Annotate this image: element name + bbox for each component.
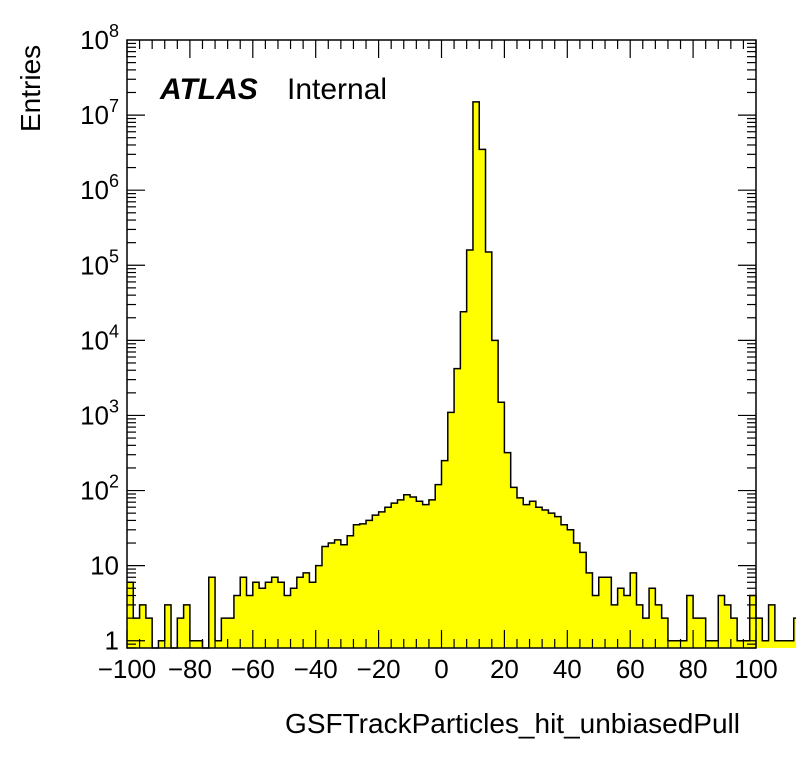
y-tick-label: 10 (90, 551, 119, 581)
y-tick-label: 107 (80, 96, 119, 130)
y-tick-label: 106 (80, 171, 119, 205)
x-tick-labels: −100 −80 −60 −40 −20 0 20 40 60 80 100 (98, 654, 778, 684)
x-tick-label: 0 (434, 654, 448, 684)
x-tick-label: −20 (357, 654, 401, 684)
x-tick-label: −60 (231, 654, 275, 684)
x-axis-title: GSFTrackParticles_hit_unbiasedPull (285, 708, 740, 739)
y-tick-label: 105 (80, 246, 119, 280)
histogram-fill (127, 101, 796, 648)
x-tick-label: −80 (168, 654, 212, 684)
x-tick-label: 100 (734, 654, 777, 684)
y-tick-labels: 1 10 102 103 104 105 106 107 108 (80, 21, 119, 656)
atlas-label: ATLAS (159, 73, 258, 106)
x-tick-label: 40 (553, 654, 582, 684)
x-tick-label: 20 (490, 654, 519, 684)
y-tick-label: 103 (80, 396, 119, 430)
histogram-outline (127, 101, 796, 649)
y-tick-label: 108 (80, 21, 119, 55)
internal-label: Internal (287, 73, 387, 106)
axis-ticks (126, 40, 757, 649)
y-axis-title: Entries (15, 45, 46, 132)
x-tick-label: −40 (294, 654, 338, 684)
y-tick-label: 104 (80, 321, 119, 355)
y-tick-label: 1 (105, 626, 119, 656)
x-tick-label: −100 (98, 654, 157, 684)
x-tick-label: 80 (679, 654, 708, 684)
y-tick-label: 102 (80, 472, 119, 506)
x-tick-label: 60 (616, 654, 645, 684)
